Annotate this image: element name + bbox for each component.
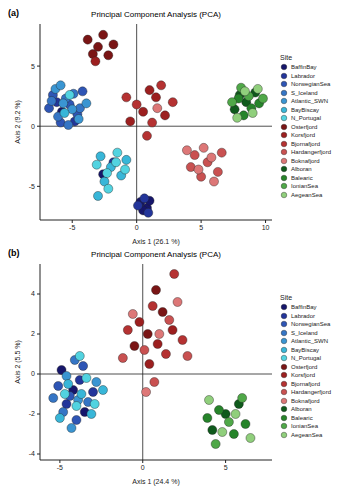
svg-text:0: 0 bbox=[135, 224, 139, 231]
svg-text:2: 2 bbox=[31, 330, 35, 337]
html-text:N_Portugal: N_Portugal bbox=[291, 355, 321, 362]
svg-text:5: 5 bbox=[31, 63, 35, 70]
html-text:(b): (b) bbox=[8, 248, 20, 258]
html-text:Bjornafjord: Bjornafjord bbox=[291, 140, 320, 147]
html-text:Principal Component Analysis (: Principal Component Analysis (PCA) bbox=[91, 250, 221, 259]
html-text:N_Portugal: N_Portugal bbox=[291, 115, 321, 122]
html-text:Boknafjord: Boknafjord bbox=[291, 157, 320, 164]
svg-text:-2: -2 bbox=[29, 410, 35, 417]
html-text:Site: Site bbox=[280, 54, 293, 61]
html-text:BaffinBay: BaffinBay bbox=[291, 304, 317, 311]
svg-text:-5: -5 bbox=[57, 464, 63, 471]
html-text:Principal Component Analysis (: Principal Component Analysis (PCA) bbox=[91, 10, 221, 19]
html-text:S_Iceland: S_Iceland bbox=[291, 89, 318, 96]
svg-text:Axis 2 (5.5 %): Axis 2 (5.5 %) bbox=[14, 340, 22, 384]
svg-text:5: 5 bbox=[199, 224, 203, 231]
svg-text:-4: -4 bbox=[29, 450, 35, 457]
html-text:IonianSea: IonianSea bbox=[291, 423, 318, 430]
svg-text:0: 0 bbox=[141, 464, 145, 471]
svg-text:0: 0 bbox=[31, 123, 35, 130]
svg-text:-5: -5 bbox=[69, 224, 75, 231]
html-text:Alboran: Alboran bbox=[291, 406, 312, 413]
html-text:BayBiscay: BayBiscay bbox=[291, 346, 319, 353]
html-text:Balearic: Balearic bbox=[291, 414, 313, 421]
html-text:Boknafjord: Boknafjord bbox=[291, 397, 320, 404]
html-text:Hardangerfjord: Hardangerfjord bbox=[291, 149, 331, 156]
html-text:NorwegianSea: NorwegianSea bbox=[291, 81, 331, 88]
html-text:AegeanSea: AegeanSea bbox=[291, 431, 323, 438]
html-text:Alboran: Alboran bbox=[291, 166, 312, 173]
html-text:Site: Site bbox=[280, 294, 293, 301]
html-text:BayBiscay: BayBiscay bbox=[291, 106, 319, 113]
html-text:S_Iceland: S_Iceland bbox=[291, 329, 318, 336]
svg-text:-5: -5 bbox=[29, 183, 35, 190]
html-text:Korsfjord: Korsfjord bbox=[291, 132, 315, 139]
svg-text:Axis 1 (26.1 %): Axis 1 (26.1 %) bbox=[132, 238, 179, 246]
html-text:Osterfjord: Osterfjord bbox=[291, 363, 318, 370]
html-text:Atlantic_SWN: Atlantic_SWN bbox=[291, 338, 328, 345]
html-text:Labrador: Labrador bbox=[291, 72, 315, 79]
svg-text:10: 10 bbox=[262, 224, 270, 231]
html-text:(a): (a) bbox=[8, 8, 19, 18]
html-text:Bjornafjord: Bjornafjord bbox=[291, 380, 320, 387]
html-text:Osterfjord: Osterfjord bbox=[291, 123, 318, 130]
svg-text:5: 5 bbox=[224, 464, 228, 471]
svg-text:Axis 1 (24.4 %): Axis 1 (24.4 %) bbox=[132, 478, 179, 486]
html-text:Balearic: Balearic bbox=[291, 174, 313, 181]
html-text:Hardangerfjord: Hardangerfjord bbox=[291, 389, 331, 396]
html-text:Korsfjord: Korsfjord bbox=[291, 372, 315, 379]
html-text:Labrador: Labrador bbox=[291, 312, 315, 319]
svg-text:0: 0 bbox=[31, 370, 35, 377]
html-text:IonianSea: IonianSea bbox=[291, 183, 318, 190]
svg-text:4: 4 bbox=[31, 290, 35, 297]
html-text:Atlantic_SWN: Atlantic_SWN bbox=[291, 98, 328, 105]
html-text:AegeanSea: AegeanSea bbox=[291, 191, 323, 198]
html-text:BaffinBay: BaffinBay bbox=[291, 64, 317, 71]
svg-text:Axis 2 (9.2 %): Axis 2 (9.2 %) bbox=[14, 100, 22, 144]
html-text:NorwegianSea: NorwegianSea bbox=[291, 321, 331, 328]
